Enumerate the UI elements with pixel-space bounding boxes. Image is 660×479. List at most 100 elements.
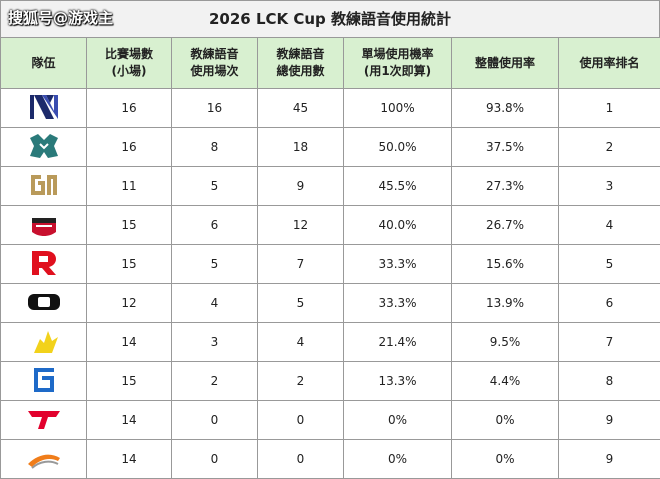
table-cell: 5 [559,245,660,284]
stats-table: 隊伍比賽場數(小場)教練語音使用場次教練語音總使用數單場使用機率(用1次即算)整… [0,37,660,479]
table-cell: 5 [172,167,258,206]
table-cell: 0% [452,401,559,440]
table-cell: 12 [258,206,344,245]
table-cell: 6 [172,206,258,245]
team-logo [24,208,64,240]
table-cell: 93.8% [452,89,559,128]
table-cell: 4.4% [452,362,559,401]
table-cell: 0 [172,401,258,440]
header-cell: 整體使用率 [452,38,559,89]
table-cell: 33.3% [344,245,452,284]
team-logo-cell [1,284,87,323]
table-cell: 45.5% [344,167,452,206]
table-cell: 2 [172,362,258,401]
header-line: 教練語音 [172,46,257,63]
header-cell: 教練語音使用場次 [172,38,258,89]
table-cell: 5 [172,245,258,284]
team-logo [24,91,64,123]
table-cell: 13.9% [452,284,559,323]
team-logo-cell [1,323,87,362]
team-logo-cell [1,401,87,440]
table-cell: 12 [87,284,172,323]
table-cell: 3 [172,323,258,362]
header-cell: 教練語音總使用數 [258,38,344,89]
watermark: 搜狐号@游戏主 [8,7,113,28]
header-line: 整體使用率 [452,55,558,72]
header-row: 隊伍比賽場數(小場)教練語音使用場次教練語音總使用數單場使用機率(用1次即算)整… [1,38,660,89]
table-cell: 0% [344,401,452,440]
table-cell: 27.3% [452,167,559,206]
table-cell: 40.0% [344,206,452,245]
table-cell: 8 [559,362,660,401]
table-cell: 15.6% [452,245,559,284]
header-cell: 使用率排名 [559,38,660,89]
table-cell: 7 [258,245,344,284]
table-cell: 1 [559,89,660,128]
table-cell: 26.7% [452,206,559,245]
table-cell: 33.3% [344,284,452,323]
header-line: 比賽場數 [87,46,171,63]
table-cell: 100% [344,89,452,128]
table-cell: 0 [258,440,344,479]
table-cell: 0 [172,440,258,479]
table-cell: 2 [559,128,660,167]
header-line: 使用率排名 [559,55,660,72]
team-logo [24,403,64,435]
team-logo [24,169,64,201]
table-cell: 9 [258,167,344,206]
table-cell: 4 [559,206,660,245]
team-logo-cell [1,362,87,401]
table-cell: 9 [559,440,660,479]
team-logo-cell [1,440,87,479]
table-cell: 15 [87,206,172,245]
table-cell: 14 [87,323,172,362]
team-logo [24,130,64,162]
table-cell: 18 [258,128,344,167]
team-logo [24,247,64,279]
table-cell: 0% [452,440,559,479]
table-cell: 15 [87,362,172,401]
table-cell: 14 [87,440,172,479]
header-line: 隊伍 [1,55,86,72]
team-logo-cell [1,245,87,284]
table-cell: 16 [87,128,172,167]
header-line: (用1次即算) [344,63,451,80]
header-line: (小場) [87,63,171,80]
header-line: 教練語音 [258,46,343,63]
table-cell: 8 [172,128,258,167]
table-cell: 13.3% [344,362,452,401]
team-logo [24,442,64,474]
table-cell: 21.4% [344,323,452,362]
team-logo-cell [1,167,87,206]
table-cell: 16 [87,89,172,128]
table-cell: 37.5% [452,128,559,167]
table-cell: 9.5% [452,323,559,362]
table-cell: 11 [87,167,172,206]
table-cell: 9 [559,401,660,440]
table-cell: 7 [559,323,660,362]
table-cell: 4 [258,323,344,362]
team-logo-cell [1,128,87,167]
table-cell: 6 [559,284,660,323]
team-logo [24,286,64,318]
table-cell: 16 [172,89,258,128]
table-cell: 5 [258,284,344,323]
table-cell: 4 [172,284,258,323]
team-logo [24,325,64,357]
table-cell: 2 [258,362,344,401]
table-cell: 15 [87,245,172,284]
team-logo-cell [1,206,87,245]
table-cell: 45 [258,89,344,128]
